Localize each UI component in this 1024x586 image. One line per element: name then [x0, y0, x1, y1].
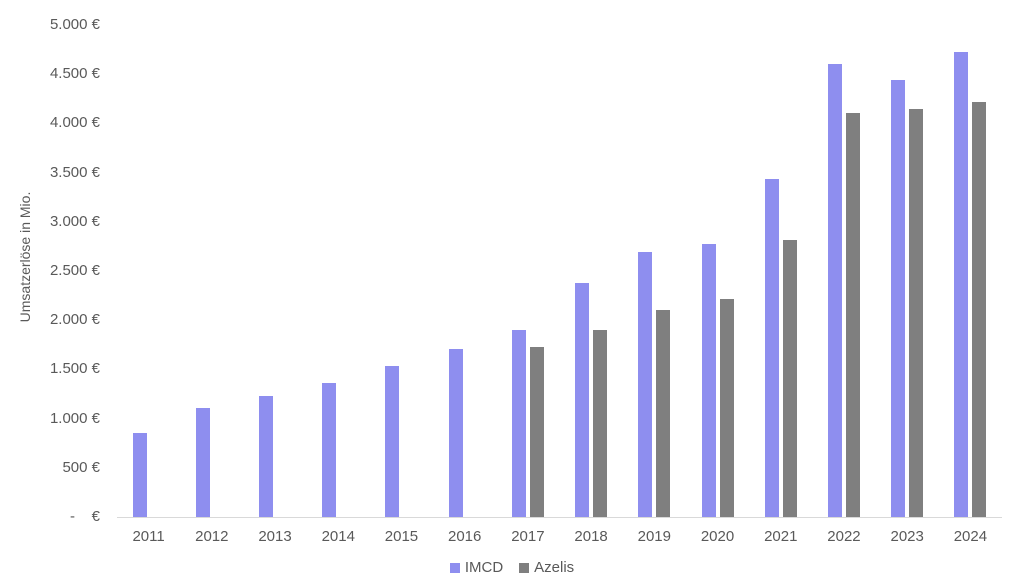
bar-imcd-2020	[702, 244, 716, 517]
bar-azelis-2020	[720, 299, 734, 517]
x-tick-label: 2016	[447, 528, 482, 545]
x-tick-label: 2014	[321, 528, 355, 545]
bar-imcd-2017	[512, 330, 526, 517]
x-axis-line	[117, 517, 1002, 518]
bar-azelis-2019	[656, 310, 670, 517]
bar-azelis-2018	[593, 330, 607, 517]
legend-swatch-azelis	[519, 563, 530, 573]
x-tick-label: 2018	[574, 528, 608, 545]
x-tick-label: 2015	[384, 528, 419, 545]
x-tick-label: 2019	[637, 528, 671, 545]
bar-azelis-2023	[909, 109, 923, 517]
bar-imcd-2023	[891, 80, 905, 517]
bar-imcd-2015	[385, 366, 399, 517]
y-tick-label: 1.500 €	[49, 360, 100, 378]
y-axis-title: Umsatzerlöse in Mio.	[17, 191, 33, 323]
legend-item-imcd: IMCD	[449, 559, 504, 576]
x-tick-label: 2011	[132, 528, 165, 545]
y-tick-label: 3.500 €	[49, 163, 100, 181]
bar-imcd-2011	[133, 433, 147, 517]
legend-label-imcd: IMCD	[464, 559, 504, 576]
bar-azelis-2022	[846, 113, 860, 517]
bar-imcd-2012	[196, 408, 210, 517]
y-tick-label: 500 €	[62, 458, 100, 476]
legend-swatch-imcd	[449, 563, 460, 573]
bar-azelis-2017	[530, 347, 544, 517]
legend-label-azelis: Azelis	[534, 559, 575, 576]
bar-imcd-2022	[828, 64, 842, 517]
y-tick-label: 4.500 €	[49, 65, 100, 83]
y-tick-label: 2.000 €	[49, 311, 100, 329]
y-tick-label: 2.500 €	[49, 262, 100, 279]
bar-imcd-2019	[638, 252, 652, 517]
x-tick-label: 2012	[195, 528, 229, 545]
y-tick-label: - €	[69, 508, 100, 525]
bar-imcd-2013	[259, 396, 273, 517]
x-tick-label: 2022	[827, 528, 861, 545]
bar-azelis-2024	[972, 102, 986, 517]
x-tick-label: 2013	[258, 528, 292, 545]
bar-imcd-2024	[954, 52, 968, 517]
bar-imcd-2016	[449, 349, 463, 517]
bar-imcd-2021	[765, 179, 779, 517]
y-tick-label: 1.000 €	[49, 409, 100, 427]
x-tick-label: 2023	[890, 528, 924, 545]
x-tick-label: 2024	[953, 528, 988, 545]
bar-imcd-2014	[322, 383, 336, 517]
legend: IMCD Azelis	[0, 558, 1024, 578]
legend-item-azelis: Azelis	[519, 560, 574, 576]
y-tick-label: 5.000 €	[49, 16, 100, 33]
x-tick-label: 2021	[764, 528, 798, 545]
y-tick-label: 4.000 €	[49, 114, 100, 132]
y-tick-label: 3.000 €	[49, 212, 100, 230]
bar-azelis-2021	[783, 240, 797, 517]
x-tick-label: 2017	[511, 528, 545, 545]
x-tick-label: 2020	[700, 528, 735, 545]
bar-imcd-2018	[575, 283, 589, 517]
